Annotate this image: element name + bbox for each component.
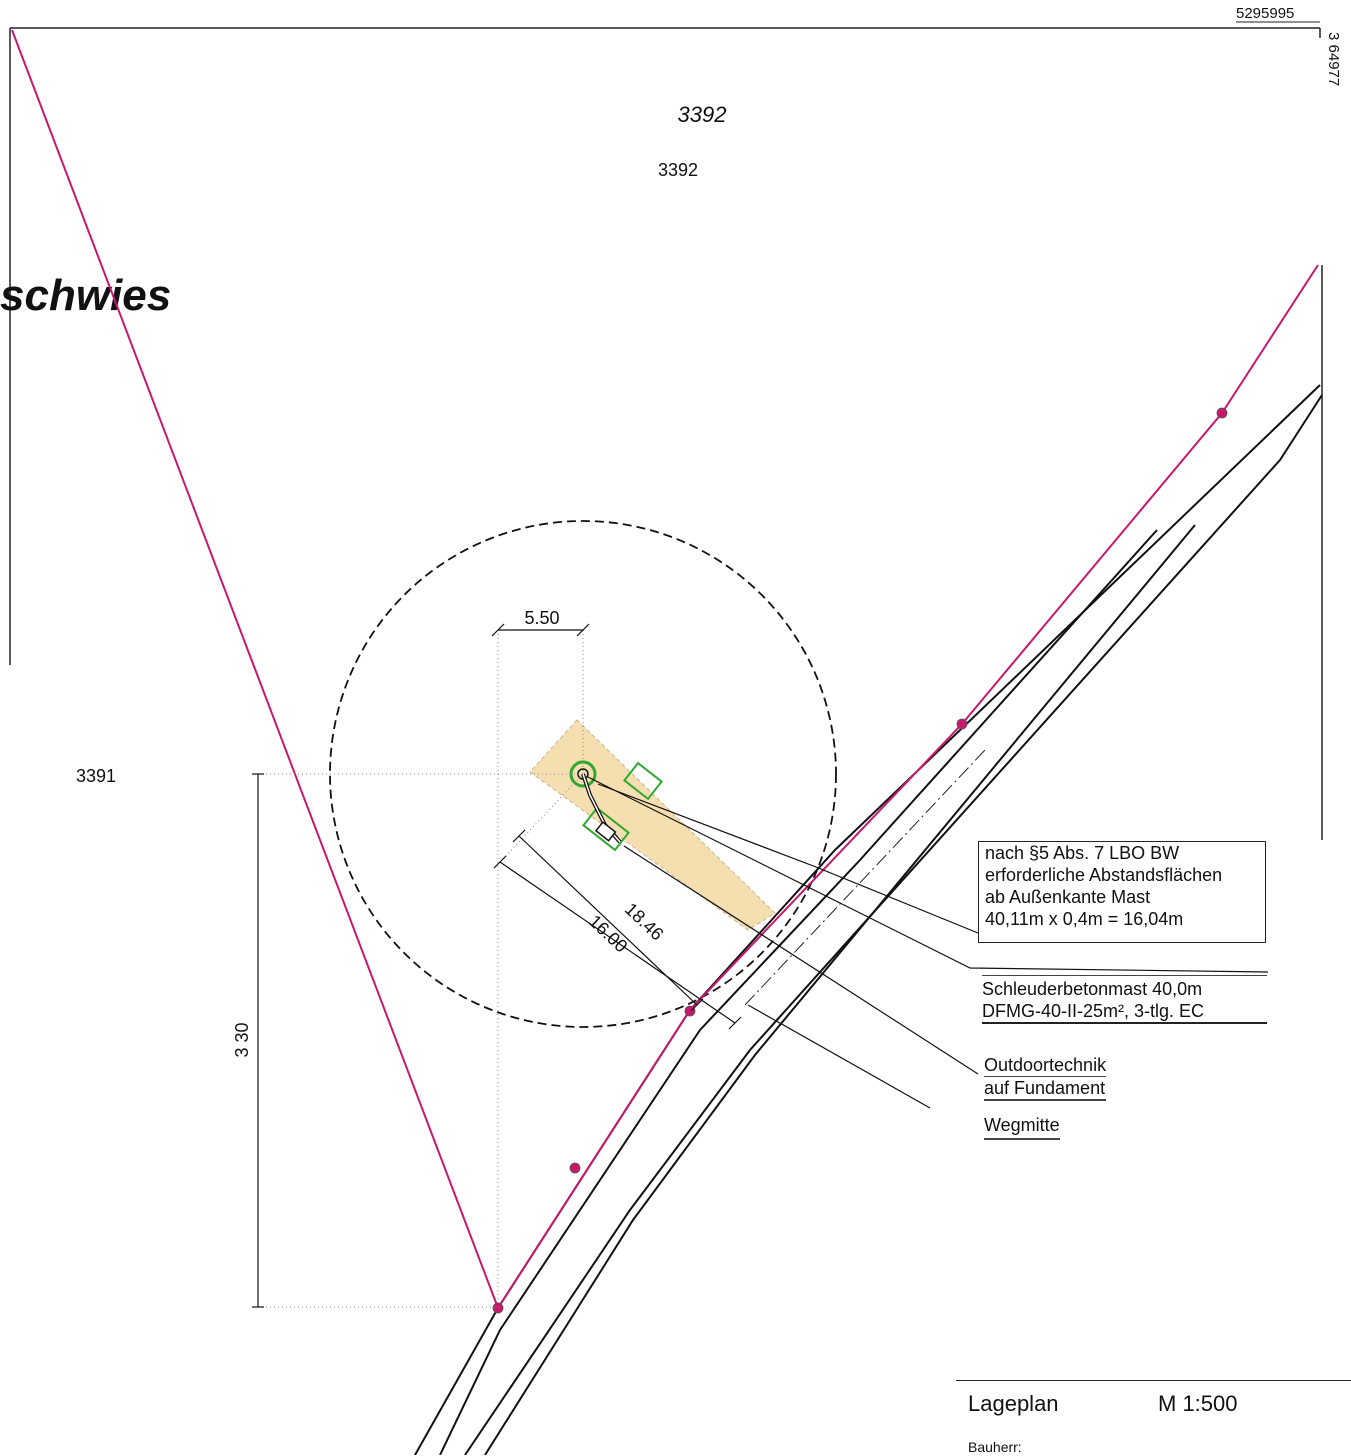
boundary-marker	[1216, 407, 1228, 419]
access-path-dashdot	[744, 749, 986, 1006]
abstand-line: nach §5 Abs. 7 LBO BW	[985, 843, 1180, 863]
leader-weg	[747, 1004, 931, 1109]
boundary-marker	[684, 1005, 696, 1017]
northing-label: 5295995	[1236, 5, 1294, 22]
dimension-tick	[728, 1016, 742, 1030]
field-name-label: schwies	[0, 271, 171, 320]
abstand-annotation-box: nach §5 Abs. 7 LBO BW erforderliche Abst…	[978, 841, 1266, 943]
abstand-line: 40,11m x 0,4m = 16,04m	[985, 909, 1184, 929]
boundary-marker	[569, 1162, 581, 1174]
parcel-number-north: 3392	[658, 160, 698, 180]
leader-abstand	[597, 783, 979, 934]
road-edge-3	[464, 394, 1323, 1455]
dimension-height-label: 3 30	[232, 1022, 252, 1057]
mast-line: Schleuderbetonmast 40,0m	[982, 979, 1203, 999]
parcel-number-west: 3391	[76, 766, 116, 786]
cable-box-icon	[594, 821, 617, 842]
road-edge-2	[439, 529, 1158, 1455]
clearance-circle	[329, 520, 837, 1028]
road-edge-4	[484, 524, 1196, 1455]
parcel-number-italic: 3392	[678, 102, 727, 127]
outdoor-line: auf Fundament	[984, 1078, 1106, 1098]
dimension-tick	[493, 855, 507, 869]
outdoor-line: Outdoortechnik	[984, 1055, 1107, 1077]
abstand-line: erforderliche Abstandsflächen	[985, 865, 1223, 885]
abstand-line: ab Außenkante Mast	[985, 887, 1151, 907]
plan-scale: M 1:500	[1158, 1391, 1238, 1416]
plan-title: Lageplan	[968, 1391, 1059, 1416]
parcel-boundary	[11, 29, 1319, 1311]
leader-mast	[587, 776, 1269, 973]
owner-label: Bauherr:	[968, 1439, 1022, 1455]
boundary-marker	[956, 718, 968, 730]
dimension-tick	[690, 998, 704, 1012]
dimension-inner-label: 16.00	[585, 911, 631, 957]
dimension-width-label: 5.50	[524, 608, 559, 628]
mast-line: DFMG-40-II-25m², 3-tlg. EC	[982, 1001, 1205, 1021]
site-area	[529, 719, 776, 931]
outdoor-cabinet	[623, 761, 663, 801]
easting-label: 3 64977	[1325, 32, 1342, 86]
dimension-tick	[576, 623, 590, 637]
dimension-line-inner	[499, 861, 736, 1024]
equipment-foundation	[582, 806, 630, 852]
reference-line-diagonal	[499, 773, 584, 863]
mast-annotation: Schleuderbetonmast 40,0m DFMG-40-II-25m²…	[982, 975, 1267, 1024]
dimension-tick	[491, 623, 505, 637]
outdoor-annotation: Outdoortechnik auf Fundament	[984, 1054, 1107, 1101]
leader-outdoor	[623, 845, 979, 1075]
dimension-tick	[512, 829, 526, 843]
title-block: Lageplan M 1:500 Bauherr:	[956, 1380, 1351, 1456]
weg-annotation: Wegmitte	[984, 1114, 1060, 1140]
